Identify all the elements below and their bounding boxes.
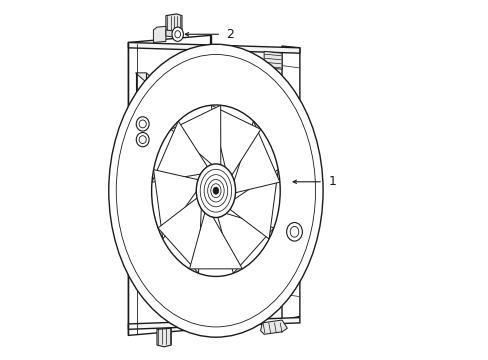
Ellipse shape [286, 222, 302, 241]
Polygon shape [128, 318, 299, 329]
Polygon shape [171, 105, 220, 165]
Text: 2: 2 [225, 28, 233, 41]
Ellipse shape [151, 105, 280, 276]
Polygon shape [152, 121, 207, 182]
Ellipse shape [139, 136, 146, 144]
Ellipse shape [108, 44, 323, 337]
Polygon shape [211, 105, 260, 175]
Polygon shape [135, 73, 206, 126]
Polygon shape [158, 198, 201, 273]
Polygon shape [218, 213, 273, 273]
Ellipse shape [139, 120, 146, 128]
Ellipse shape [213, 187, 218, 194]
Polygon shape [189, 213, 242, 269]
Polygon shape [264, 51, 282, 69]
Ellipse shape [136, 132, 149, 147]
Ellipse shape [172, 27, 183, 41]
Polygon shape [128, 35, 210, 336]
Ellipse shape [136, 117, 149, 131]
Polygon shape [165, 14, 182, 35]
Polygon shape [128, 42, 299, 53]
Polygon shape [260, 320, 287, 334]
Ellipse shape [290, 226, 298, 237]
Polygon shape [234, 121, 279, 193]
Polygon shape [153, 170, 198, 239]
Text: 1: 1 [328, 175, 336, 188]
Polygon shape [153, 26, 165, 42]
Polygon shape [165, 30, 174, 37]
Polygon shape [135, 208, 206, 262]
Polygon shape [157, 328, 171, 347]
Polygon shape [229, 170, 278, 239]
Polygon shape [282, 46, 299, 320]
Ellipse shape [196, 164, 235, 217]
